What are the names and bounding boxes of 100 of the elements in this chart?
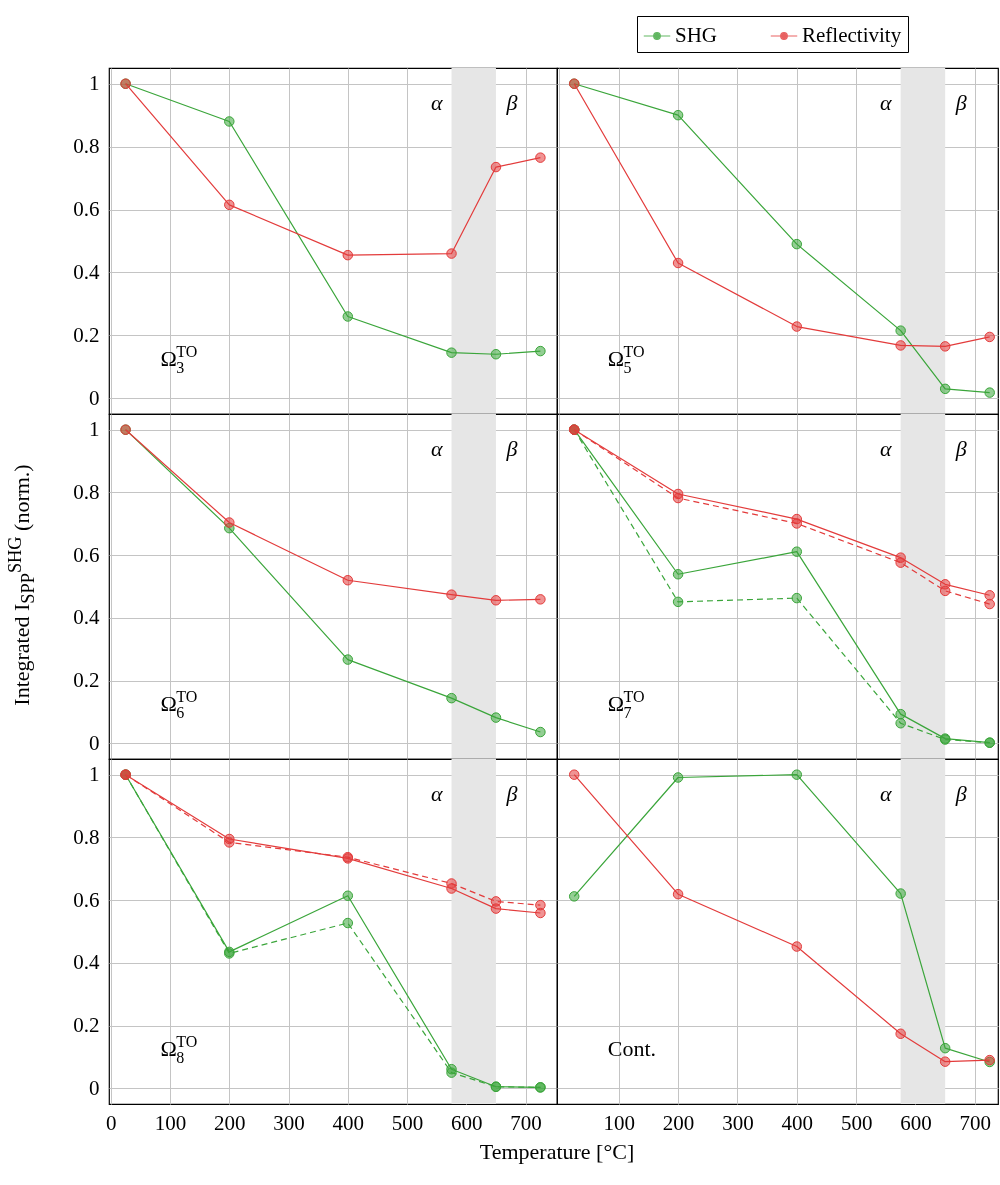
point bbox=[984, 598, 995, 610]
point bbox=[895, 325, 906, 336]
x-tick-label: 600 bbox=[451, 1110, 483, 1135]
point bbox=[672, 888, 684, 900]
point bbox=[895, 557, 906, 568]
point bbox=[568, 891, 580, 902]
point bbox=[791, 238, 803, 250]
point bbox=[535, 594, 546, 605]
point bbox=[984, 387, 995, 398]
point bbox=[446, 589, 457, 600]
x-tick-label: 300 bbox=[722, 1110, 754, 1135]
point bbox=[672, 492, 684, 504]
point bbox=[446, 1067, 457, 1078]
point bbox=[895, 888, 906, 899]
point bbox=[984, 331, 995, 343]
x-tick-label: 600 bbox=[900, 1110, 932, 1135]
y-tick-label: 0 bbox=[89, 385, 100, 410]
point bbox=[446, 347, 457, 358]
point bbox=[791, 321, 803, 332]
point bbox=[342, 654, 354, 665]
point bbox=[939, 383, 951, 395]
x-tick-label: 200 bbox=[214, 1110, 246, 1135]
point bbox=[342, 917, 354, 929]
point bbox=[490, 896, 502, 907]
point bbox=[490, 595, 502, 606]
point bbox=[939, 1056, 951, 1067]
annotation: β bbox=[954, 435, 967, 461]
point bbox=[490, 349, 502, 360]
annotation: Cont. bbox=[607, 1035, 657, 1061]
y-tick-label: 0.8 bbox=[73, 134, 100, 159]
point bbox=[224, 837, 235, 848]
annotation: α bbox=[880, 435, 893, 461]
point bbox=[895, 718, 906, 729]
annotation: β bbox=[505, 780, 518, 806]
x-tick-label: 700 bbox=[959, 1110, 992, 1135]
x-tick-label: 500 bbox=[391, 1110, 424, 1135]
y-tick-label: 0.2 bbox=[73, 668, 100, 693]
annotation: α bbox=[430, 435, 443, 461]
point bbox=[342, 890, 354, 901]
x-tick-label: 100 bbox=[154, 1110, 187, 1135]
point bbox=[791, 592, 803, 604]
annotation: β bbox=[505, 435, 518, 461]
point bbox=[568, 769, 580, 780]
point bbox=[939, 341, 951, 352]
point bbox=[791, 546, 803, 557]
x-tick-label: 200 bbox=[662, 1110, 695, 1135]
point bbox=[939, 585, 951, 597]
y-tick-label: 0.8 bbox=[73, 824, 100, 849]
y-tick-label: 1 bbox=[89, 71, 100, 96]
point bbox=[342, 249, 354, 261]
annotation: β bbox=[954, 89, 967, 115]
y-tick-label: 0.8 bbox=[73, 479, 100, 504]
legend-label: Reflectivity bbox=[802, 23, 902, 47]
point bbox=[895, 708, 906, 720]
point bbox=[535, 345, 546, 357]
y-tick-label: 0.4 bbox=[73, 605, 100, 630]
point bbox=[446, 692, 457, 704]
point bbox=[672, 257, 684, 269]
point bbox=[342, 574, 354, 586]
y-tick-label: 1 bbox=[89, 417, 100, 442]
y-tick-label: 0 bbox=[89, 730, 100, 755]
point bbox=[939, 1042, 951, 1054]
y-tick-label: 0.4 bbox=[73, 259, 100, 284]
point bbox=[895, 1028, 906, 1039]
point bbox=[224, 116, 235, 127]
point bbox=[490, 161, 502, 173]
x-tick-label: 0 bbox=[106, 1110, 117, 1135]
legend-label: SHG bbox=[675, 23, 718, 47]
x-axis-title: Temperature [°C] bbox=[479, 1139, 635, 1165]
x-tick-label: 700 bbox=[510, 1110, 542, 1135]
annotation: α bbox=[430, 780, 443, 806]
point bbox=[224, 199, 235, 211]
x-tick-label: 400 bbox=[332, 1110, 365, 1135]
x-tick-label: 500 bbox=[840, 1110, 873, 1135]
point bbox=[672, 772, 684, 783]
point bbox=[672, 109, 684, 121]
y-tick-label: 0.2 bbox=[73, 322, 100, 347]
point bbox=[895, 340, 906, 351]
annotation: β bbox=[954, 780, 967, 806]
x-tick-label: 100 bbox=[603, 1110, 635, 1135]
y-tick-label: 0.4 bbox=[73, 950, 100, 975]
point bbox=[984, 590, 995, 601]
point bbox=[791, 941, 803, 952]
annotation: α bbox=[880, 780, 893, 806]
point bbox=[490, 712, 502, 723]
point bbox=[224, 517, 235, 528]
y-tick-label: 0.6 bbox=[73, 197, 100, 222]
point bbox=[672, 596, 684, 608]
point bbox=[791, 518, 803, 529]
point bbox=[342, 311, 354, 322]
y-tick-label: 0.2 bbox=[73, 1013, 100, 1038]
y-tick-label: 0.6 bbox=[73, 542, 100, 567]
point bbox=[446, 878, 457, 889]
point bbox=[535, 726, 546, 738]
y-tick-label: 1 bbox=[89, 762, 100, 787]
x-tick-label: 300 bbox=[273, 1110, 305, 1135]
point bbox=[791, 769, 803, 780]
point bbox=[672, 569, 684, 580]
x-tick-label: 400 bbox=[781, 1110, 814, 1135]
point bbox=[535, 152, 546, 163]
